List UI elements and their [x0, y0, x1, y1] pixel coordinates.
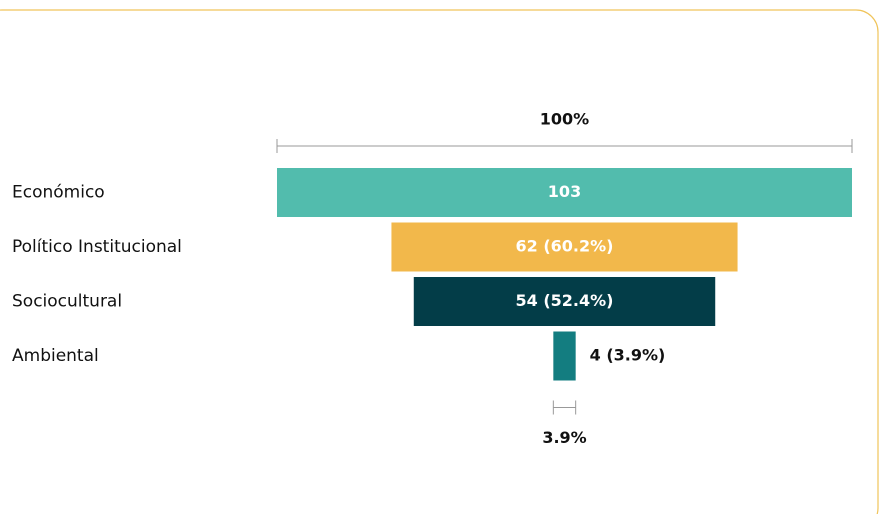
value-label: 62 (60.2%) [516, 237, 614, 256]
bar [553, 331, 576, 381]
category-label: Sociocultural [12, 292, 122, 312]
bar [413, 277, 716, 326]
category-label: Económico [12, 183, 105, 203]
value-label: 4 (3.9%) [590, 346, 666, 365]
bar [277, 168, 852, 217]
category-label: Político Institucional [12, 237, 182, 257]
top-annotation: 100% [540, 110, 589, 129]
value-label: 54 (52.4%) [516, 291, 614, 310]
bar [391, 222, 738, 272]
value-label: 103 [548, 182, 581, 201]
category-label: Ambiental [12, 346, 99, 366]
bottom-annotation: 3.9% [542, 428, 586, 447]
